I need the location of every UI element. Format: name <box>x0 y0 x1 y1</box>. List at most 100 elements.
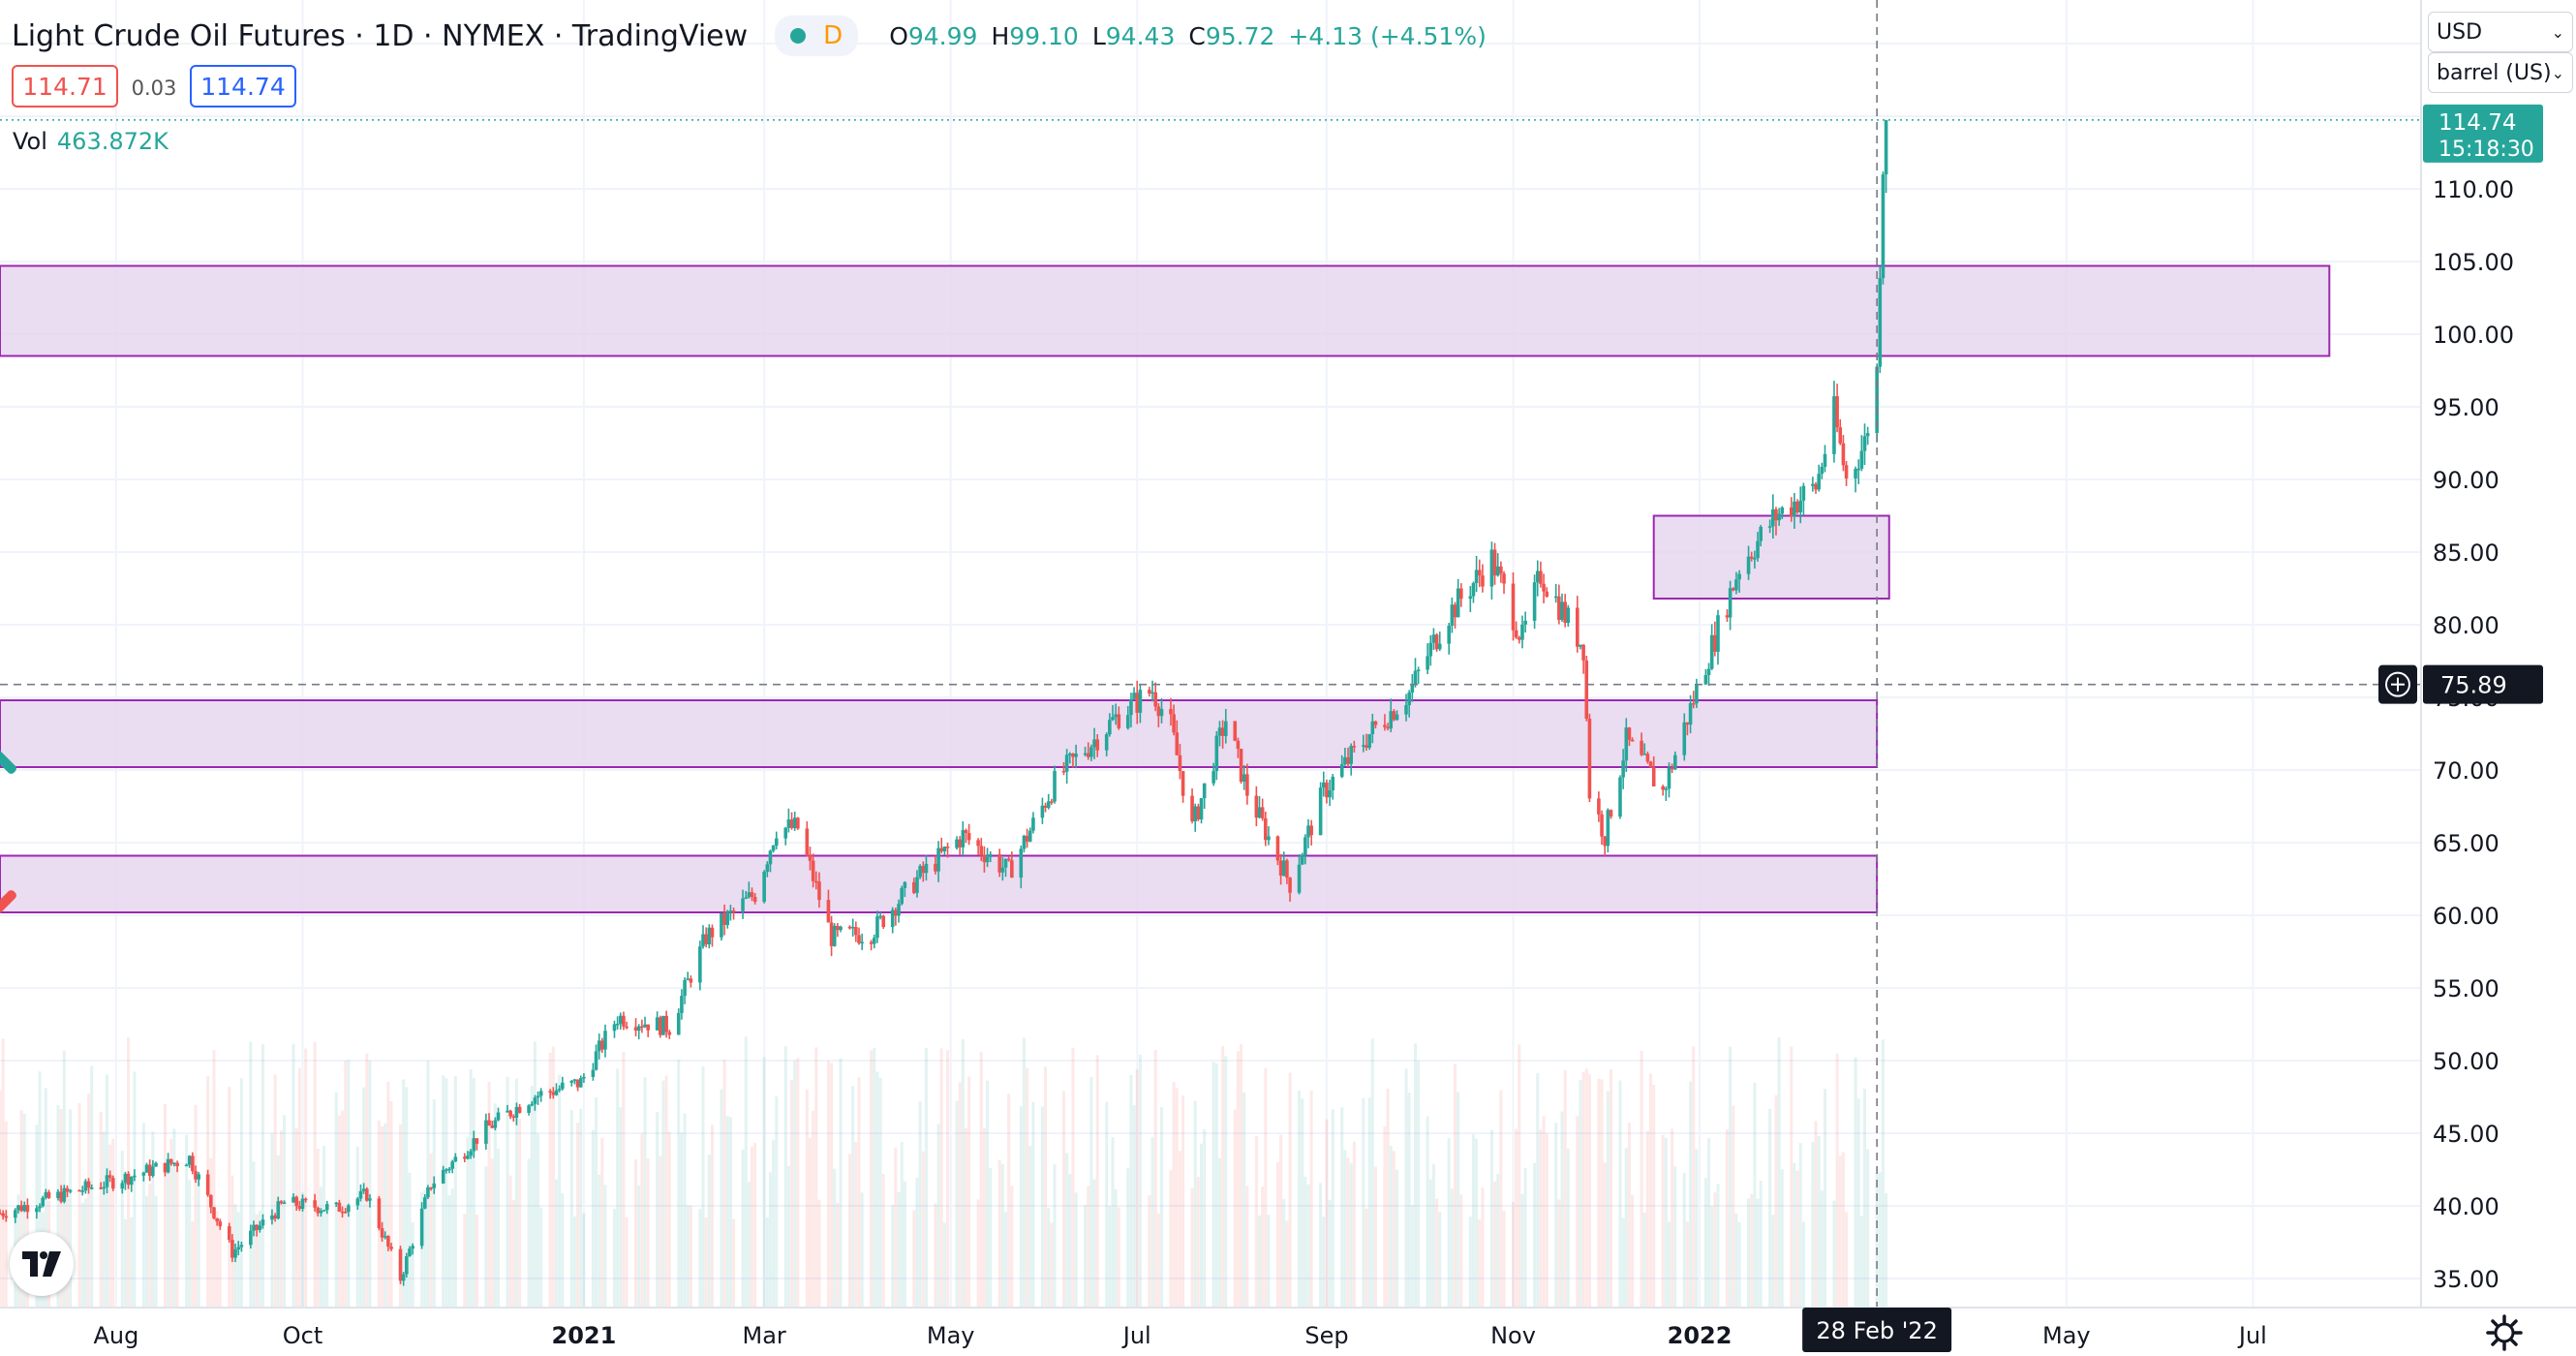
candle-body <box>1389 711 1394 729</box>
candle-body <box>490 1125 495 1128</box>
volume-bar <box>1114 1188 1118 1308</box>
candle-body <box>1581 644 1585 661</box>
candle-body <box>850 927 855 929</box>
volume-bar <box>197 1179 200 1308</box>
candle-body <box>1495 566 1500 576</box>
gear-icon[interactable] <box>2485 1313 2524 1352</box>
market-status[interactable]: D <box>775 15 859 56</box>
volume-bar <box>1737 1221 1741 1308</box>
volume-bar <box>616 1068 620 1308</box>
volume-bar <box>1438 1212 1442 1308</box>
volume-bar <box>475 1215 478 1308</box>
candle-body <box>107 1175 112 1179</box>
volume-bar <box>677 1060 681 1308</box>
candle-body <box>1108 720 1112 735</box>
candle-body <box>936 848 940 872</box>
volume-bar <box>817 1199 821 1308</box>
unit-select[interactable]: barrel (US) ⌄ <box>2428 52 2573 93</box>
volume-bar <box>707 1155 711 1308</box>
candle-body <box>985 856 990 863</box>
volume-bar <box>169 1139 173 1308</box>
volume-bar <box>1298 1090 1302 1308</box>
volume-bar <box>1640 1051 1643 1308</box>
candle-body <box>1434 634 1439 650</box>
candle-body <box>664 1015 668 1032</box>
candle-body <box>1214 735 1219 772</box>
candle-body <box>1539 570 1543 584</box>
candle-body <box>894 909 898 916</box>
candle-body <box>506 1110 509 1113</box>
volume-bar <box>1050 1222 1054 1308</box>
candle-body <box>249 1230 253 1246</box>
tradingview-logo-icon[interactable] <box>10 1232 74 1296</box>
candle-body <box>1709 634 1714 669</box>
candle-body <box>527 1105 531 1113</box>
volume-bar <box>77 1102 81 1308</box>
candle-body <box>934 863 937 872</box>
volume-bar <box>728 1117 732 1308</box>
volume-bar <box>1328 1199 1332 1308</box>
candle-body <box>1367 734 1371 748</box>
candle-body <box>472 1138 476 1152</box>
volume-bar <box>979 1052 983 1308</box>
symbol-title[interactable]: Light Crude Oil Futures · 1D · NYMEX · T… <box>12 18 749 53</box>
candle-body <box>603 1031 607 1050</box>
ask-price-button[interactable]: 114.74 <box>190 65 296 108</box>
candle-body <box>347 1205 351 1212</box>
currency-select[interactable]: USD ⌄ <box>2428 12 2573 52</box>
candle-body <box>612 1024 617 1032</box>
volume-bar <box>163 1104 167 1308</box>
candle-body <box>110 1178 115 1189</box>
volume-bar <box>986 1080 990 1308</box>
zone-rect <box>0 699 1879 768</box>
candle-body <box>686 978 690 980</box>
volume-bar <box>445 1078 448 1308</box>
candle-body <box>1474 570 1479 584</box>
candle-body <box>453 1156 458 1162</box>
volume-bar <box>1845 1212 1849 1308</box>
volume-bar <box>1019 1106 1023 1308</box>
volume-bar <box>1603 1162 1607 1308</box>
candle-body <box>1260 807 1265 818</box>
candle-body <box>683 979 687 997</box>
candle-body <box>1003 858 1008 868</box>
candle-body <box>163 1162 168 1173</box>
volume-bar <box>453 1076 457 1308</box>
candle-body <box>918 866 922 878</box>
time-tick-label: Mar <box>743 1322 786 1349</box>
crosshair-price-label-bg <box>2423 664 2543 704</box>
candle-body <box>276 1201 281 1219</box>
candle-body <box>625 1026 629 1029</box>
volume-bar <box>808 1137 812 1308</box>
candle-body <box>979 846 984 855</box>
candle-body <box>1022 835 1027 849</box>
bid-price-button[interactable]: 114.71 <box>12 65 118 108</box>
volume-bar <box>1793 1162 1796 1308</box>
ohlc-value: 95.72 <box>1205 21 1275 50</box>
candle-body <box>99 1187 103 1189</box>
volume-bar <box>722 1060 726 1308</box>
volume-bar <box>463 1214 467 1308</box>
time-tick-label: Oct <box>283 1322 323 1349</box>
volume-bar <box>102 1131 106 1308</box>
candle-body <box>191 1156 195 1172</box>
ohlc-key: O <box>889 21 908 50</box>
candle-body <box>252 1224 256 1231</box>
volume-bar <box>1028 1145 1032 1308</box>
volume-bar <box>1214 1063 1218 1308</box>
candle-body <box>659 1017 662 1035</box>
volume-bar <box>1417 1061 1421 1308</box>
volume-bar <box>582 1213 586 1308</box>
volume-bar <box>1004 1212 1008 1308</box>
volume-bar <box>1642 1212 1646 1308</box>
candle-body <box>814 880 818 883</box>
candle-body <box>41 1197 45 1207</box>
volume-bar <box>1725 1128 1729 1308</box>
volume-bar <box>1780 1169 1784 1308</box>
candle-body <box>1609 810 1613 817</box>
candle-body <box>591 1069 596 1077</box>
candle-body <box>1651 767 1656 786</box>
candle-body <box>141 1172 146 1176</box>
candle-body <box>1129 698 1133 716</box>
